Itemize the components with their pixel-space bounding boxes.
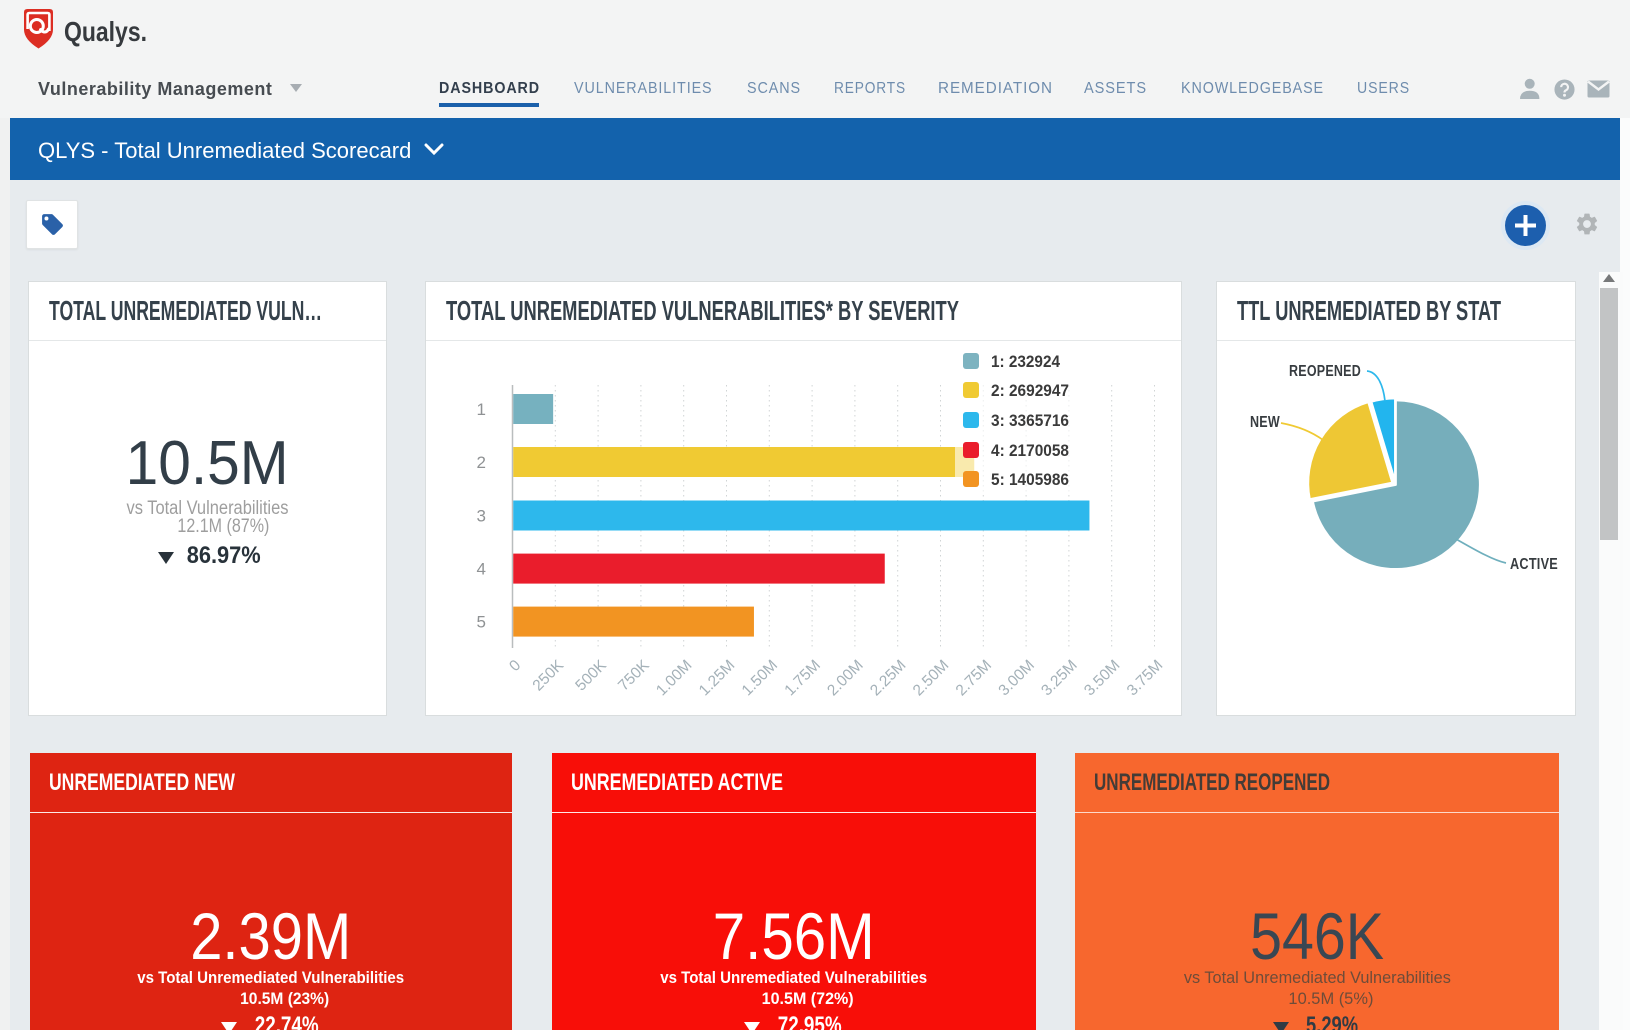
svg-text:1.25M: 1.25M (696, 657, 738, 699)
svg-text:2.25M: 2.25M (867, 657, 909, 699)
svg-text:3: 3 (477, 507, 486, 526)
svg-text:2.00M: 2.00M (824, 657, 866, 699)
svg-text:1: 1 (477, 400, 486, 419)
svg-text:1.00M: 1.00M (653, 657, 695, 699)
svg-text:1.50M: 1.50M (739, 657, 781, 699)
svg-text:0: 0 (506, 657, 524, 675)
svg-text:1.75M: 1.75M (781, 657, 823, 699)
svg-text:3.25M: 3.25M (1038, 657, 1080, 699)
svg-text:3.00M: 3.00M (995, 657, 1037, 699)
svg-text:2.50M: 2.50M (910, 657, 952, 699)
svg-text:5: 5 (477, 613, 486, 632)
svg-text:250K: 250K (530, 656, 568, 694)
svg-text:500K: 500K (572, 656, 610, 694)
svg-text:3.50M: 3.50M (1081, 657, 1123, 699)
svg-text:4: 4 (477, 560, 486, 579)
svg-text:750K: 750K (615, 656, 653, 694)
svg-text:2: 2 (477, 453, 486, 472)
svg-text:2.75M: 2.75M (953, 657, 995, 699)
svg-text:3.75M: 3.75M (1124, 657, 1166, 699)
